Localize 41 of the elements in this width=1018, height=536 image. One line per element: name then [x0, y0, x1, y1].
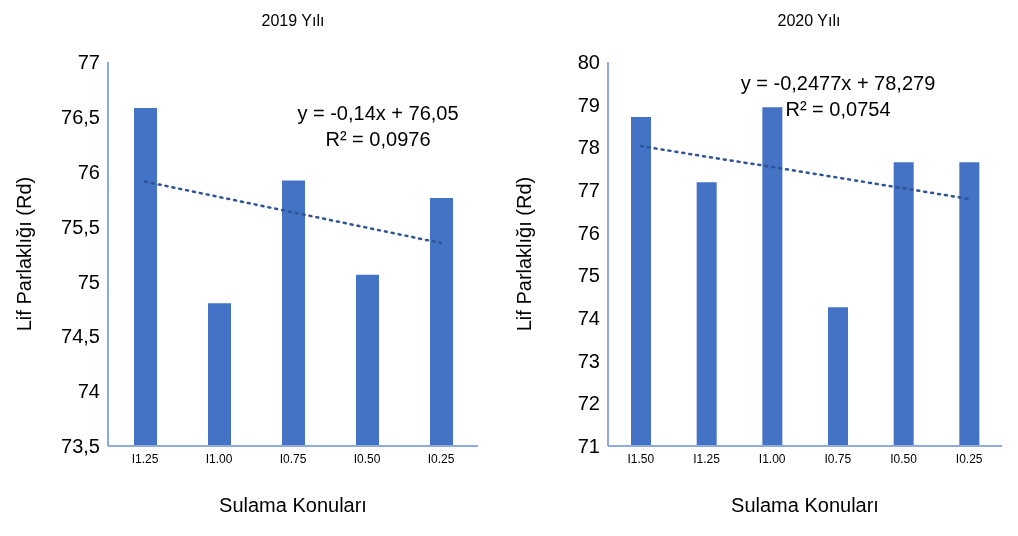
x-tick-label: I0.75 [279, 451, 307, 466]
annotation: y = -0,2477x + 78,279 [739, 71, 937, 96]
y-tick-label: 75,5 [61, 215, 100, 238]
x-tick-label: I1.25 [131, 451, 159, 466]
chart-title: 2020 Yılı [776, 12, 842, 30]
x-tick-label: I0.25 [955, 451, 983, 466]
y-tick-label: 73,5 [61, 435, 100, 458]
x-tick-label: I1.50 [627, 451, 655, 466]
y-tick-label: 76 [77, 160, 100, 183]
x-axis-title: Sulama Konuları [731, 494, 879, 516]
y-tick-label: 79 [577, 93, 600, 116]
y-tick-label: 76 [577, 221, 600, 244]
x-tick-label: I0.50 [353, 451, 381, 466]
x-tick-label: I0.75 [824, 451, 852, 466]
y-tick-label: 75 [577, 264, 600, 287]
y-tick-label: 71 [577, 435, 600, 458]
y-tick-label: 74 [577, 307, 600, 330]
annotation: R² = 0,0754 [784, 97, 892, 122]
x-tick-label: I1.00 [205, 451, 233, 466]
y-tick-label: 76,5 [61, 105, 100, 128]
y-tick-label: 74,5 [61, 325, 100, 348]
annotation: R² = 0,0976 [324, 127, 432, 152]
x-tick-label: I1.25 [693, 451, 721, 466]
y-tick-label: 74 [77, 380, 100, 403]
y-tick-label: 77 [577, 179, 600, 202]
y-axis-title: Lif Parlaklığı (Rd) [13, 176, 36, 332]
x-tick-label: I1.00 [758, 451, 786, 466]
x-tick-label: I0.25 [427, 451, 455, 466]
y-tick-label: 75 [77, 270, 100, 293]
y-tick-label: 80 [577, 51, 600, 74]
x-axis-title: Sulama Konuları [219, 494, 367, 516]
y-tick-label: 77 [77, 51, 100, 74]
y-tick-label: 73 [577, 349, 600, 372]
line-series [143, 180, 443, 245]
y-tick-label: 72 [577, 392, 600, 415]
chart-title: 2019 Yılı [260, 12, 326, 30]
x-tick-label: I0.50 [890, 451, 918, 466]
line-series [639, 144, 971, 201]
y-axis-title: Lif Parlaklığı (Rd) [513, 176, 536, 332]
y-tick-label: 78 [577, 136, 600, 159]
annotation: y = -0,14x + 76,05 [296, 101, 460, 126]
